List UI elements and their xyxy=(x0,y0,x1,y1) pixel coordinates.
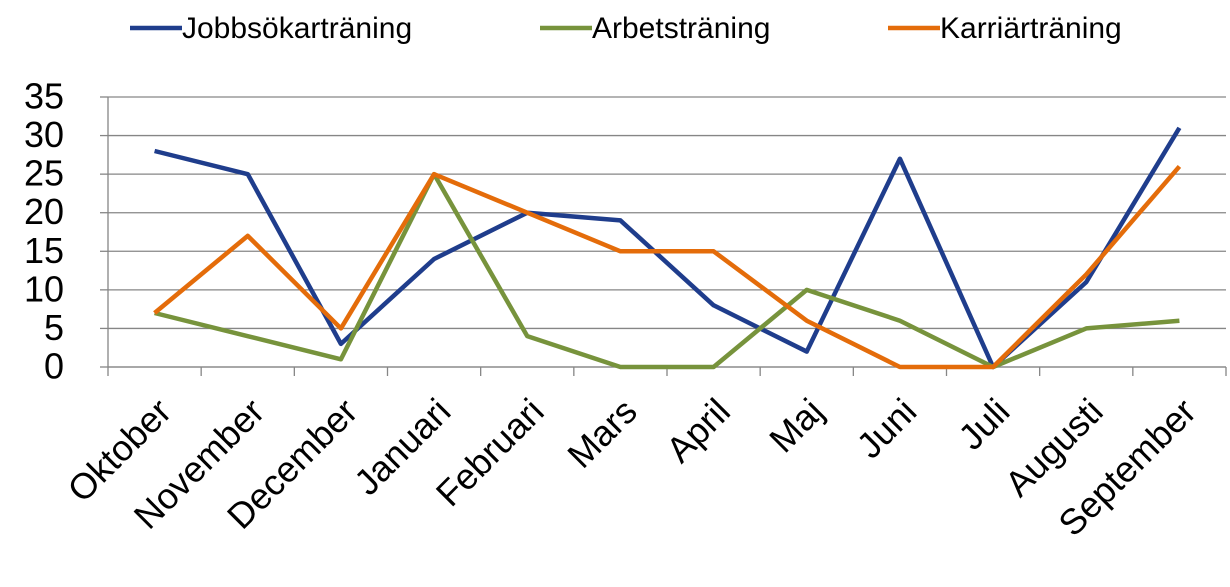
legend-label: Arbetsträning xyxy=(592,12,770,45)
legend-label: Jobbsökarträning xyxy=(182,12,412,45)
y-tick-label: 30 xyxy=(24,114,64,155)
x-tick-label: Maj xyxy=(761,390,831,460)
y-tick-label: 5 xyxy=(44,307,64,348)
legend-label: Karriärträning xyxy=(940,12,1122,45)
line-series xyxy=(153,164,1182,370)
x-tick-label: Juli xyxy=(950,390,1017,457)
x-tick-label: Juni xyxy=(849,390,925,466)
y-tick-label: 25 xyxy=(24,153,64,194)
line-series xyxy=(154,171,1180,370)
y-tick-label: 35 xyxy=(24,76,64,117)
x-tick-label: Mars xyxy=(559,390,645,476)
y-tick-label: 20 xyxy=(24,191,64,232)
line-series xyxy=(154,126,1182,370)
y-tick-label: 15 xyxy=(24,230,64,271)
y-tick-label: 0 xyxy=(44,346,64,387)
x-tick-label: April xyxy=(658,390,738,470)
y-tick-label: 10 xyxy=(24,268,64,309)
